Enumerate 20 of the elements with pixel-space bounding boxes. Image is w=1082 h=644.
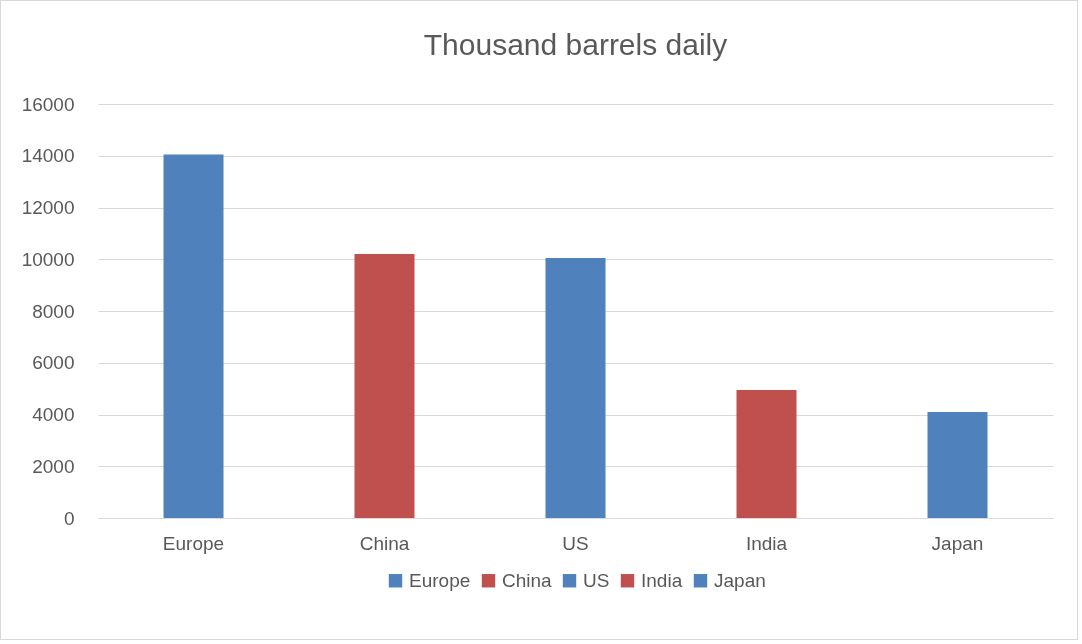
y-tick-label: 6000 <box>32 352 75 374</box>
legend-label: China <box>502 569 553 591</box>
x-tick-label: Japan <box>931 532 984 554</box>
x-tick-label: India <box>745 532 788 554</box>
y-tick-label: 2000 <box>32 455 75 477</box>
legend-label: Japan <box>714 569 766 591</box>
y-tick-label: 4000 <box>32 404 75 425</box>
x-tick-label: Europe <box>162 532 225 554</box>
legend-label: US <box>583 569 610 591</box>
y-tick-label: 10000 <box>21 248 75 270</box>
y-tick-label: 0 <box>63 507 75 529</box>
legend-label: Europe <box>409 569 471 591</box>
legend-label: India <box>641 569 683 591</box>
chart-title: Thousand barrels daily <box>423 28 728 61</box>
x-tick-label: China <box>359 532 410 554</box>
y-tick-label: 8000 <box>32 300 75 322</box>
y-tick-label: 12000 <box>21 197 75 218</box>
x-tick-label: US <box>562 532 589 554</box>
y-tick-label: 14000 <box>21 145 75 167</box>
y-tick-label: 16000 <box>21 93 75 115</box>
